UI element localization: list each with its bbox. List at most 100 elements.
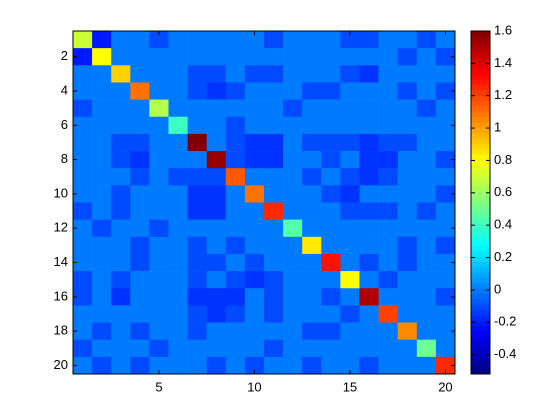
cell: [206, 288, 227, 306]
cell: [225, 65, 246, 83]
cell: [111, 202, 131, 220]
cell: [340, 305, 360, 323]
cell: [225, 253, 246, 272]
colorbar-swatch: [471, 315, 490, 321]
colorbar-tick-label: 0.4: [494, 217, 512, 232]
cell: [302, 133, 322, 152]
cell: [397, 219, 418, 238]
cell: [283, 339, 303, 358]
y-tick-label: 14: [54, 254, 68, 269]
cell: [264, 31, 284, 49]
cell: [244, 82, 265, 100]
colorbar-swatch: [471, 256, 490, 262]
colorbar-swatch: [471, 288, 490, 295]
cell: [283, 305, 303, 323]
cell: [92, 305, 112, 323]
cell: [397, 271, 418, 289]
cell: [206, 322, 227, 340]
cell: [378, 288, 398, 306]
cell: [435, 185, 456, 203]
cell: [416, 82, 437, 100]
cell: [92, 339, 112, 358]
cell: [168, 288, 188, 306]
cell: [397, 305, 418, 323]
cell: [378, 31, 398, 49]
cell: [149, 133, 169, 152]
cell: [435, 99, 456, 118]
cell: [206, 356, 227, 375]
cell: [168, 339, 188, 358]
colorbar-swatch: [471, 127, 490, 134]
cell: [321, 219, 341, 238]
cell: [244, 99, 265, 118]
cell: [244, 202, 265, 220]
x-tick-label: 15: [343, 379, 357, 394]
cell: [168, 236, 188, 255]
colorbar-swatch: [471, 89, 490, 96]
cell: [149, 185, 169, 203]
cell: [264, 322, 284, 340]
cell: [168, 116, 188, 135]
colorbar-tick-label: 1.4: [494, 55, 512, 70]
cell: [397, 133, 418, 152]
cell: [321, 288, 341, 306]
cell: [225, 168, 246, 186]
cell: [73, 65, 93, 83]
cell: [73, 99, 93, 118]
cell: [111, 305, 131, 323]
cell: [73, 151, 93, 169]
cell: [206, 236, 227, 255]
cell: [225, 99, 246, 118]
cell: [206, 31, 227, 49]
cell: [225, 82, 246, 100]
cell: [340, 356, 360, 375]
cell: [73, 356, 93, 375]
cell: [168, 99, 188, 118]
cell: [187, 185, 207, 203]
cell: [168, 168, 188, 186]
colorbar-swatch: [471, 100, 490, 107]
cell: [302, 185, 322, 203]
colorbar-swatch: [471, 368, 490, 375]
cell: [206, 116, 227, 135]
cell: [435, 271, 456, 289]
cell: [92, 82, 112, 100]
cell: [264, 168, 284, 186]
cell: [416, 185, 437, 203]
y-tick-label: 10: [54, 185, 68, 200]
cell: [264, 356, 284, 375]
cell: [111, 65, 131, 83]
cell: [73, 133, 93, 152]
cell: [416, 219, 437, 238]
colorbar-swatch: [471, 331, 490, 337]
cell: [264, 116, 284, 135]
cell: [73, 219, 93, 238]
cell: [206, 48, 227, 66]
cell: [321, 31, 341, 49]
cell: [244, 65, 265, 83]
cell: [378, 202, 398, 220]
cell: [321, 271, 341, 289]
cell: [302, 168, 322, 186]
cell: [397, 82, 418, 100]
colorbar-swatch: [471, 159, 490, 166]
cell: [187, 31, 207, 49]
cell: [225, 356, 246, 375]
cell: [283, 99, 303, 118]
cell: [378, 322, 398, 340]
cell: [359, 31, 379, 49]
cell: [435, 168, 456, 186]
cell: [149, 322, 169, 340]
cell: [435, 356, 456, 375]
colorbar-swatch: [471, 282, 490, 289]
cell: [378, 305, 398, 323]
cell: [92, 322, 112, 340]
cell: [340, 48, 360, 66]
cell: [359, 339, 379, 358]
cell: [149, 48, 169, 66]
cell: [130, 168, 150, 186]
cell: [302, 65, 322, 83]
cell: [397, 202, 418, 220]
cell: [397, 99, 418, 118]
cell: [378, 151, 398, 169]
